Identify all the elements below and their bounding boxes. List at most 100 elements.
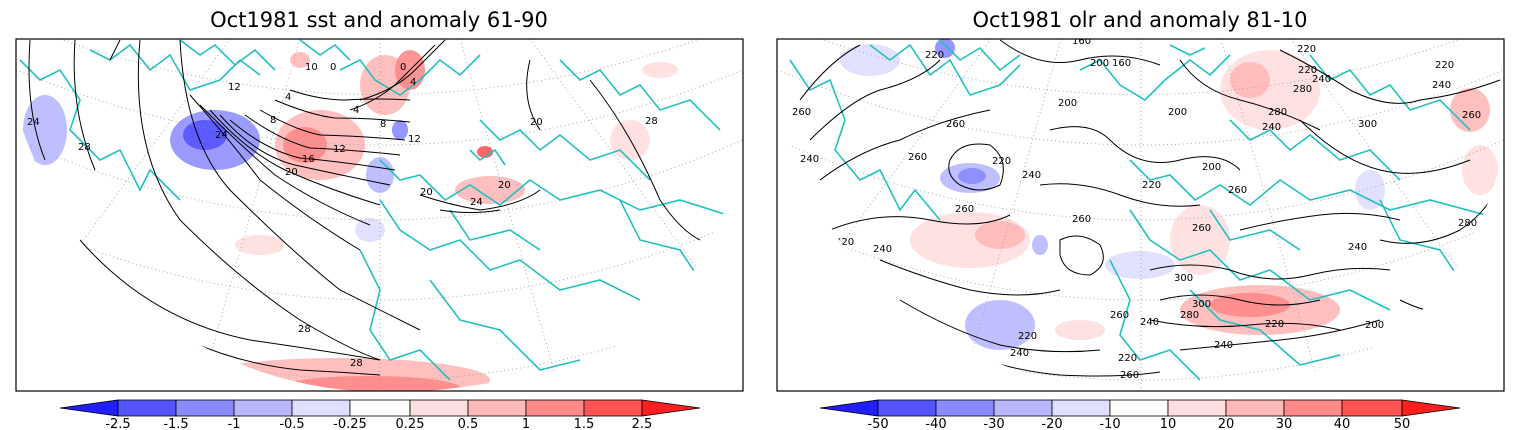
anomaly-blob xyxy=(642,62,678,78)
anomaly-blob xyxy=(1055,320,1105,340)
sst-contour-labels: 24 28 12 10 0 0 4 4 4 8 8 12 12 16 20 24 xyxy=(27,62,658,369)
olr-map-frame xyxy=(776,38,1505,392)
contour-label: 28 xyxy=(298,324,311,335)
anomaly-blob xyxy=(965,300,1035,350)
contour-label: 260 xyxy=(946,119,965,130)
contour-label: 4 xyxy=(353,105,359,116)
sst-anomaly-shading xyxy=(23,50,678,391)
colorbar-segment xyxy=(467,399,527,417)
contour-label: 24 xyxy=(470,197,483,208)
contour-label: 260 xyxy=(1228,185,1247,196)
colorbar-segment xyxy=(117,399,177,417)
anomaly-blob xyxy=(975,221,1025,249)
colorbar-segment xyxy=(1109,399,1169,417)
colorbar-segment xyxy=(1225,399,1285,417)
contour-label: 28 xyxy=(350,358,363,369)
contour-label: 160 xyxy=(1072,36,1091,47)
contour-label: 220 xyxy=(1298,65,1317,76)
colorbar-segment xyxy=(1051,399,1111,417)
contour-label: 220 xyxy=(1018,331,1037,342)
contour-label: 20 xyxy=(420,187,433,198)
colorbar-label: -0.5 xyxy=(279,417,304,430)
contour-label: 220 xyxy=(925,50,944,61)
anomaly-blob xyxy=(1210,293,1290,317)
contour-label: 300 xyxy=(1174,273,1193,284)
contour-label: 200 xyxy=(1202,162,1221,173)
contour-label: 24 xyxy=(27,117,40,128)
contour-label: 260 xyxy=(1110,310,1129,321)
contour-label: 0 xyxy=(330,62,336,73)
colorbar-segment xyxy=(877,399,937,417)
colorbar-segment xyxy=(525,399,585,417)
olr-graticule xyxy=(777,39,1504,391)
anomaly-blob xyxy=(355,218,385,242)
colorbar-label: -40 xyxy=(925,417,946,430)
anomaly-blob xyxy=(1105,251,1175,279)
contour-label: 260 xyxy=(792,107,811,118)
colorbar-low-arrow xyxy=(819,399,879,417)
colorbar-segment xyxy=(1167,399,1227,417)
contour-label: 0 xyxy=(400,62,406,73)
colorbar-segment xyxy=(1283,399,1343,417)
anomaly-blob xyxy=(1032,235,1048,255)
sst-map-frame xyxy=(15,38,744,392)
sst-coastlines xyxy=(19,39,743,381)
colorbar-label: 40 xyxy=(1334,417,1351,430)
colorbar-label: -50 xyxy=(867,417,888,430)
colorbar-segment xyxy=(993,399,1053,417)
anomaly-blob xyxy=(392,120,408,140)
contour-label: 260 xyxy=(1462,110,1481,121)
contour-label: 220 xyxy=(1142,180,1161,191)
contour-label: 220 xyxy=(1435,60,1454,71)
contour-label: 200 xyxy=(1168,107,1187,118)
anomaly-blob xyxy=(183,120,227,150)
contour-label: 240 xyxy=(1140,317,1159,328)
colorbar-label: -2.5 xyxy=(105,417,130,430)
contour-label: 12 xyxy=(408,134,421,145)
contour-label: 280 xyxy=(1458,218,1477,229)
contour-label: 220 xyxy=(1265,319,1284,330)
anomaly-blob xyxy=(280,376,460,391)
colorbar-label: -20 xyxy=(1041,417,1062,430)
contour-label: 8 xyxy=(270,115,276,126)
olr-contours xyxy=(799,39,1501,377)
contour-label: 240 xyxy=(1022,170,1041,181)
colorbar-label: -10 xyxy=(1099,417,1120,430)
colorbar-label: 20 xyxy=(1218,417,1235,430)
anomaly-blob xyxy=(840,44,900,76)
contour-label: 8 xyxy=(380,119,386,130)
contour-label: 240 xyxy=(1214,340,1233,351)
anomaly-blob xyxy=(935,39,955,58)
olr-panel-title: Oct1981 olr and anomaly 81-10 xyxy=(972,8,1308,32)
olr-anomaly-shading xyxy=(840,39,1498,350)
colorbar-label: -0.25 xyxy=(333,417,367,430)
contour-label: 160 xyxy=(1112,58,1131,69)
colorbar-label: 1 xyxy=(522,417,530,430)
colorbar-low-arrow xyxy=(59,399,119,417)
anomaly-blob xyxy=(23,95,67,165)
colorbar-label: 30 xyxy=(1276,417,1293,430)
contour-label: 220 xyxy=(1118,353,1137,364)
contour-label: 280 xyxy=(1180,310,1199,321)
contour-label: 260 xyxy=(955,204,974,215)
contour-label: 240 xyxy=(873,244,892,255)
colorbar-label: -30 xyxy=(983,417,1004,430)
contour-label: 300 xyxy=(1358,119,1377,130)
colorbar-label: 0.25 xyxy=(396,417,425,430)
contour-label: 260 xyxy=(1192,223,1211,234)
anomaly-blob xyxy=(958,168,986,184)
anomaly-blob xyxy=(283,127,327,163)
contour-label: 220 xyxy=(992,156,1011,167)
anomaly-blob xyxy=(455,176,525,204)
anomaly-blob xyxy=(1170,205,1230,275)
colorbar-label: 10 xyxy=(1160,417,1177,430)
colorbar-label: 0.5 xyxy=(458,417,479,430)
contour-label: 4 xyxy=(285,92,291,103)
colorbar-label: 2.5 xyxy=(632,417,653,430)
contour-label: 200 xyxy=(1365,320,1384,331)
anomaly-blob xyxy=(1230,62,1270,98)
colorbar-segment xyxy=(233,399,293,417)
anomaly-blob xyxy=(1462,145,1498,195)
contour-label: 280 xyxy=(1268,107,1287,118)
contour-label: 260 xyxy=(1072,214,1091,225)
